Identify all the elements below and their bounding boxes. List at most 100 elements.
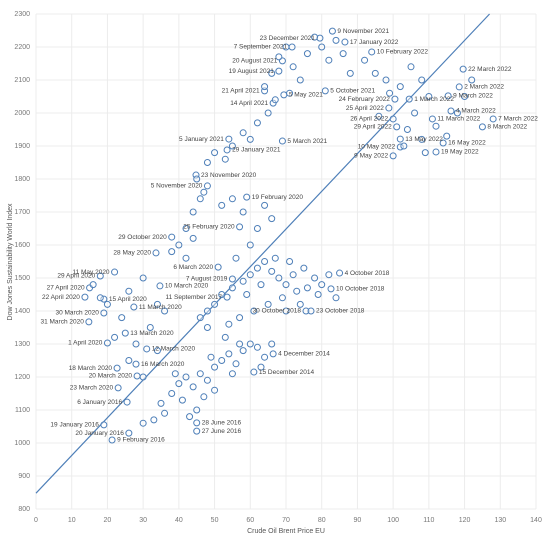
point	[221, 155, 229, 163]
point	[278, 137, 286, 145]
point	[307, 307, 315, 315]
point	[268, 69, 276, 77]
point-label: 10 February 2022	[377, 49, 429, 56]
point	[232, 360, 240, 368]
point-label: 29 January 2021	[232, 147, 281, 154]
point	[339, 50, 347, 58]
point	[328, 27, 336, 35]
point-label: 14 April 2021	[230, 100, 268, 107]
point	[382, 76, 390, 84]
point-label: 20 January 2016	[75, 430, 124, 437]
point	[418, 135, 426, 143]
point	[253, 343, 261, 351]
point	[253, 264, 261, 272]
point	[111, 268, 119, 276]
point	[228, 275, 236, 283]
point	[332, 294, 340, 302]
point	[228, 284, 236, 292]
point	[261, 258, 269, 265]
point	[253, 225, 261, 232]
point	[246, 241, 254, 249]
point	[168, 390, 176, 397]
point	[432, 148, 440, 156]
point-label: 29 October 2020	[118, 234, 167, 241]
point	[405, 95, 413, 103]
x-tick-label: 50	[211, 517, 219, 524]
y-tick-label: 900	[18, 473, 30, 480]
point	[161, 307, 169, 315]
point	[132, 360, 140, 368]
y-tick-label: 1200	[14, 374, 30, 381]
point	[282, 307, 290, 315]
x-tick-label: 120	[459, 517, 471, 524]
point	[300, 264, 308, 272]
point	[403, 126, 411, 133]
point	[196, 195, 204, 203]
point	[346, 69, 354, 77]
point	[303, 50, 311, 58]
point	[400, 142, 408, 150]
x-tick-label: 20	[104, 517, 112, 524]
point	[407, 63, 415, 71]
x-tick-label: 60	[246, 517, 254, 524]
point-label: 20 August 2021	[232, 58, 278, 65]
y-tick-label: 1300	[14, 341, 30, 348]
point	[143, 345, 151, 353]
point	[264, 300, 272, 308]
point	[178, 396, 186, 404]
point-label: 9 November 2021	[337, 28, 389, 35]
point-label: 7 August 2019	[186, 276, 228, 283]
point	[168, 233, 176, 241]
point	[189, 208, 197, 216]
point	[432, 122, 440, 130]
point-label: 7 March 2022	[498, 116, 538, 123]
point-label: 11 March 2022	[437, 116, 480, 123]
point	[396, 83, 404, 91]
point	[193, 419, 201, 427]
y-tick-label: 1700	[14, 209, 30, 216]
point	[461, 93, 469, 100]
point	[118, 314, 126, 322]
point-label: 22 March 2022	[468, 66, 512, 73]
point-label: 5 March 2021	[287, 138, 327, 145]
point	[447, 107, 455, 115]
point	[268, 215, 276, 223]
point	[243, 193, 251, 201]
x-tick-label: 80	[318, 517, 326, 524]
point-label: 28 May 2020	[113, 250, 151, 257]
point	[293, 287, 301, 295]
point-label: 29 April 2022	[354, 124, 392, 131]
point-label: 24 February 2022	[339, 96, 391, 103]
point	[257, 281, 265, 289]
point	[371, 69, 379, 77]
point	[211, 363, 219, 371]
x-tick-label: 130	[494, 517, 506, 524]
point	[113, 364, 121, 372]
y-tick-label: 1100	[15, 407, 30, 414]
point	[182, 225, 190, 232]
point	[236, 314, 244, 322]
point-label: 10 May 2022	[358, 144, 396, 151]
point-label: 17 January 2022	[350, 39, 399, 46]
y-tick-label: 2200	[14, 44, 30, 51]
point	[196, 314, 204, 322]
point	[327, 285, 335, 293]
point	[375, 112, 383, 120]
point-label: 13 March 2020	[130, 330, 174, 337]
point-label: 5 November 2020	[151, 183, 203, 190]
point-label: 27 April 2020	[47, 285, 85, 292]
point	[150, 416, 158, 424]
point	[189, 383, 197, 391]
point	[239, 347, 247, 355]
point	[246, 271, 254, 279]
point	[108, 436, 116, 444]
point	[196, 370, 204, 378]
x-tick-label: 110	[423, 517, 434, 524]
point	[200, 188, 208, 196]
x-tick-label: 10	[68, 517, 76, 524]
point	[302, 307, 310, 315]
point-label: 22 April 2020	[42, 294, 80, 301]
point	[239, 129, 247, 137]
point-label: 5 January 2021	[179, 136, 224, 143]
point	[225, 135, 233, 143]
